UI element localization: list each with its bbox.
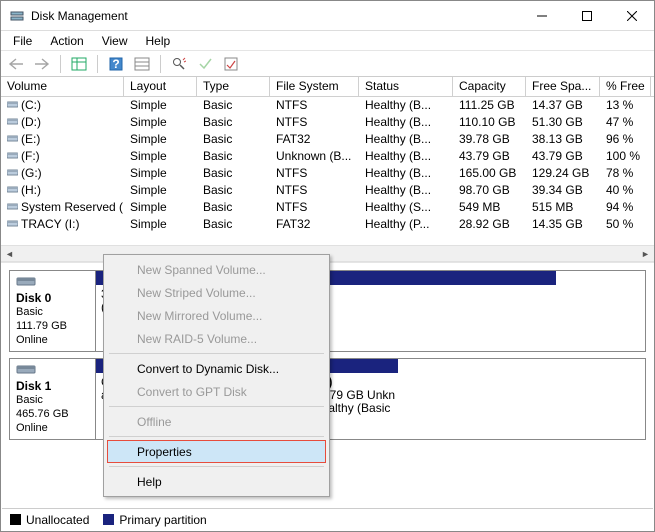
help-icon[interactable]: ? [105,53,127,75]
volume-icon [7,183,18,194]
table-row[interactable]: System Reserved (...SimpleBasicNTFSHealt… [1,199,654,216]
table-row[interactable]: (H:)SimpleBasicNTFSHealthy (B...98.70 GB… [1,182,654,199]
menu-action[interactable]: Action [42,33,91,49]
swatch [103,514,114,525]
volume-icon [7,115,18,126]
menu-item: New Spanned Volume... [107,258,326,281]
column-header[interactable]: Free Spa... [526,77,600,96]
column-header[interactable]: Volume [1,77,124,96]
disk-header[interactable]: Disk 0Basic111.79 GBOnline [10,271,96,351]
table-row[interactable]: (C:)SimpleBasicNTFSHealthy (B...111.25 G… [1,97,654,114]
view-icon[interactable] [68,53,90,75]
scroll-right-icon[interactable]: ► [637,245,654,262]
menu-view[interactable]: View [94,33,136,49]
legend-primary: Primary partition [103,513,206,527]
forward-icon [31,53,53,75]
volume-icon [7,132,18,143]
app-icon [9,8,25,24]
column-header[interactable]: % Free [600,77,651,96]
table-row[interactable]: TRACY (I:)SimpleBasicFAT32Healthy (P...2… [1,216,654,233]
table-row[interactable]: (G:)SimpleBasicNTFSHealthy (B...165.00 G… [1,165,654,182]
menubar: File Action View Help [1,31,654,50]
menu-item[interactable]: Convert to Dynamic Disk... [107,357,326,380]
column-header[interactable]: Type [197,77,270,96]
minimize-button[interactable] [519,1,564,30]
separator [97,55,98,73]
menu-item[interactable]: Help [107,470,326,493]
disk-header[interactable]: Disk 1Basic465.76 GBOnline [10,359,96,439]
legend-unallocated: Unallocated [10,513,89,527]
menu-item: New RAID-5 Volume... [107,327,326,350]
volume-icon [7,98,18,109]
maximize-button[interactable] [564,1,609,30]
volume-icon [7,217,18,228]
menu-item: Convert to GPT Disk [107,380,326,403]
separator [60,55,61,73]
search-icon[interactable] [168,53,190,75]
menu-help[interactable]: Help [138,33,179,49]
menu-separator [109,353,324,354]
close-button[interactable] [609,1,654,30]
volume-icon [7,149,18,160]
settings-icon[interactable] [220,53,242,75]
table-row[interactable]: (D:)SimpleBasicNTFSHealthy (B...110.10 G… [1,114,654,131]
window-title: Disk Management [31,9,519,23]
column-header[interactable]: Status [359,77,453,96]
menu-item: Offline [107,410,326,433]
table-row[interactable]: (E:)SimpleBasicFAT32Healthy (B...39.78 G… [1,131,654,148]
menu-item[interactable]: Properties [107,440,326,463]
separator [160,55,161,73]
svg-text:?: ? [112,57,119,71]
toolbar: ? [1,50,654,77]
menu-item: New Mirrored Volume... [107,304,326,327]
table-row[interactable]: (F:)SimpleBasicUnknown (B...Healthy (B..… [1,148,654,165]
column-header[interactable]: Capacity [453,77,526,96]
swatch [10,514,21,525]
volume-list[interactable]: (C:)SimpleBasicNTFSHealthy (B...111.25 G… [1,97,654,245]
titlebar: Disk Management [1,1,654,31]
grid-icon[interactable] [131,53,153,75]
menu-file[interactable]: File [5,33,40,49]
legend: Unallocated Primary partition [2,508,653,530]
menu-separator [109,406,324,407]
volume-icon [7,200,18,211]
column-header[interactable]: Layout [124,77,197,96]
check-icon [194,53,216,75]
scroll-left-icon[interactable]: ◄ [1,245,18,262]
menu-separator [109,466,324,467]
volume-list-header: Volume Layout Type File System Status Ca… [1,77,654,97]
menu-separator [109,436,324,437]
context-menu[interactable]: New Spanned Volume...New Striped Volume.… [103,254,330,497]
volume-icon [7,166,18,177]
menu-item: New Striped Volume... [107,281,326,304]
back-icon [5,53,27,75]
column-header[interactable]: File System [270,77,359,96]
